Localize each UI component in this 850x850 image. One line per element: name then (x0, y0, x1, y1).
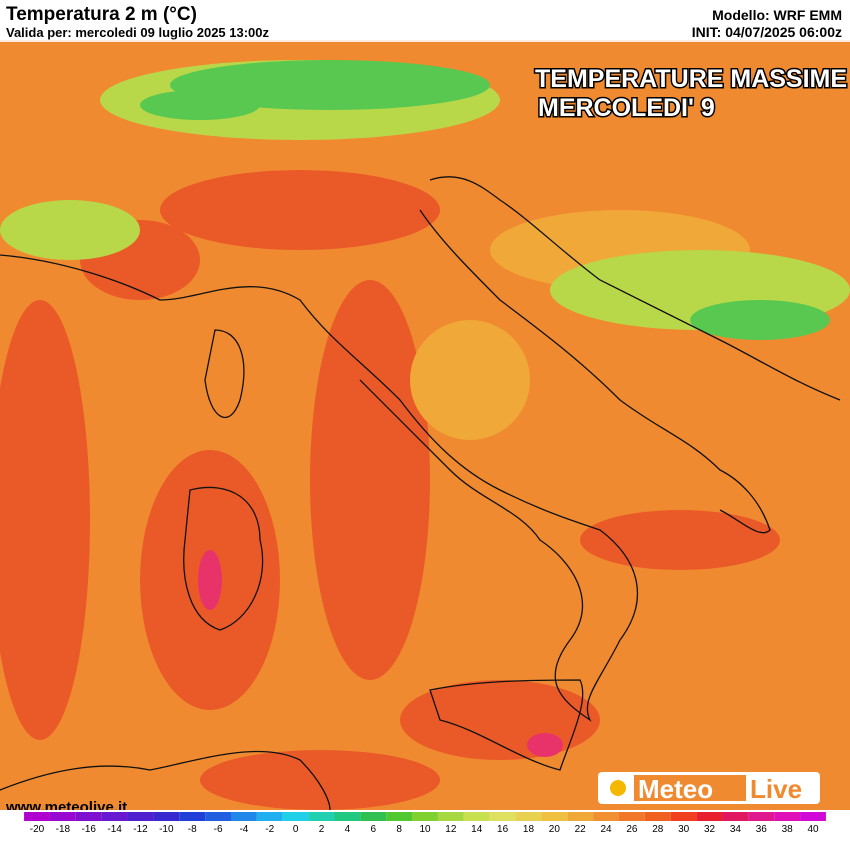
colorbar-swatch (489, 812, 516, 821)
logo-sun (610, 780, 626, 796)
colorbar-label: -4 (239, 824, 248, 835)
colorbar-swatch (437, 812, 464, 821)
logo-text: Live (750, 774, 802, 804)
colorbar-swatch (800, 812, 826, 821)
colorbar-swatch (360, 812, 387, 821)
colorbar-label: -8 (188, 824, 197, 835)
colorbar-label: 36 (756, 824, 768, 835)
logo-band (634, 775, 746, 801)
colorbar-label: 22 (575, 824, 587, 835)
colorbar-swatch (670, 812, 697, 821)
colorbar-swatch (101, 812, 128, 821)
colorbar-swatch (282, 812, 309, 821)
colorbar-label: 12 (445, 824, 457, 835)
model-name: Modello: WRF EMM (712, 7, 842, 23)
colorbar-swatch (205, 812, 231, 821)
colorbar-swatch (127, 812, 154, 821)
colorbar-label: 4 (345, 824, 351, 835)
colorbar-label: 26 (626, 824, 638, 835)
coastlines (0, 176, 841, 811)
map-title: Temperatura 2 m (°C) (6, 4, 197, 25)
colorbar-label: 32 (704, 824, 716, 835)
colorbar: -20 -18 -16 -14 -12 -10 -8 -6 -4 -2 0 2 4 6 8 10 12 14 16 1… (24, 812, 826, 835)
colorbar-label: -10 (159, 824, 174, 835)
colorbar-swatch (256, 812, 283, 821)
cold-areas (140, 60, 830, 340)
colorbar-label: -12 (133, 824, 148, 835)
hot-spots (198, 550, 563, 757)
colorbar-swatch (774, 812, 801, 821)
colorbar-swatch (153, 812, 180, 821)
colorbar-swatch (748, 812, 775, 821)
colorbar-label: 20 (549, 824, 561, 835)
colorbar-label: 24 (601, 824, 613, 835)
colorbar-swatch (593, 812, 619, 821)
colorbar-label: 16 (497, 824, 509, 835)
colorbar-swatch (75, 812, 102, 821)
colorbar-label: 2 (319, 824, 325, 835)
colorbar-swatch (644, 812, 671, 821)
colorbar-swatch (567, 812, 594, 821)
colorbar-label: 28 (652, 824, 664, 835)
colorbar-swatch (619, 812, 645, 821)
colorbar-label: 38 (782, 824, 794, 835)
colorbar-label: 10 (419, 824, 431, 835)
colorbar-label: -16 (82, 824, 97, 835)
colorbar-label: 0 (293, 824, 299, 835)
colorbar-swatch (231, 812, 257, 821)
colorbar-swatch (308, 812, 335, 821)
colorbar-label: 18 (523, 824, 535, 835)
colorbar-swatch (179, 812, 206, 821)
colorbar-swatch (463, 812, 490, 821)
colorbar-swatch (412, 812, 438, 821)
colorbar-swatch (541, 812, 568, 821)
colorbar-swatch (49, 812, 76, 821)
colorbar-swatch (24, 812, 50, 821)
colorbar-swatch (386, 812, 413, 821)
colorbar-label: 8 (396, 824, 402, 835)
colorbar-label: -2 (265, 824, 274, 835)
header-band (0, 0, 850, 42)
logo-text: Meteo (638, 774, 713, 804)
colorbar-label: 6 (370, 824, 376, 835)
colorbar-label: -18 (56, 824, 71, 835)
colorbar-label: 34 (730, 824, 742, 835)
init-time: INIT: 04/07/2025 06:00z (692, 24, 842, 40)
colorbar-label: -6 (214, 824, 223, 835)
colorbar-label: 40 (807, 824, 819, 835)
overlay-title: TEMPERATURE MASSIME (535, 65, 847, 93)
colorbar-swatch (696, 812, 723, 821)
colorbar-label: 14 (471, 824, 483, 835)
colorbar-label: 30 (678, 824, 690, 835)
colorbar-swatch (334, 812, 361, 821)
colorbar-swatch (722, 812, 749, 821)
colorbar-label: -20 (30, 824, 45, 835)
colorbar-label: -14 (107, 824, 122, 835)
colorbar-swatch (515, 812, 542, 821)
map (0, 40, 850, 811)
overlay-subtitle: MERCOLEDI' 9 (538, 94, 715, 122)
valid-time: Valida per: mercoledi 09 luglio 2025 13:… (6, 25, 270, 40)
logo: Meteo Live (598, 772, 820, 804)
